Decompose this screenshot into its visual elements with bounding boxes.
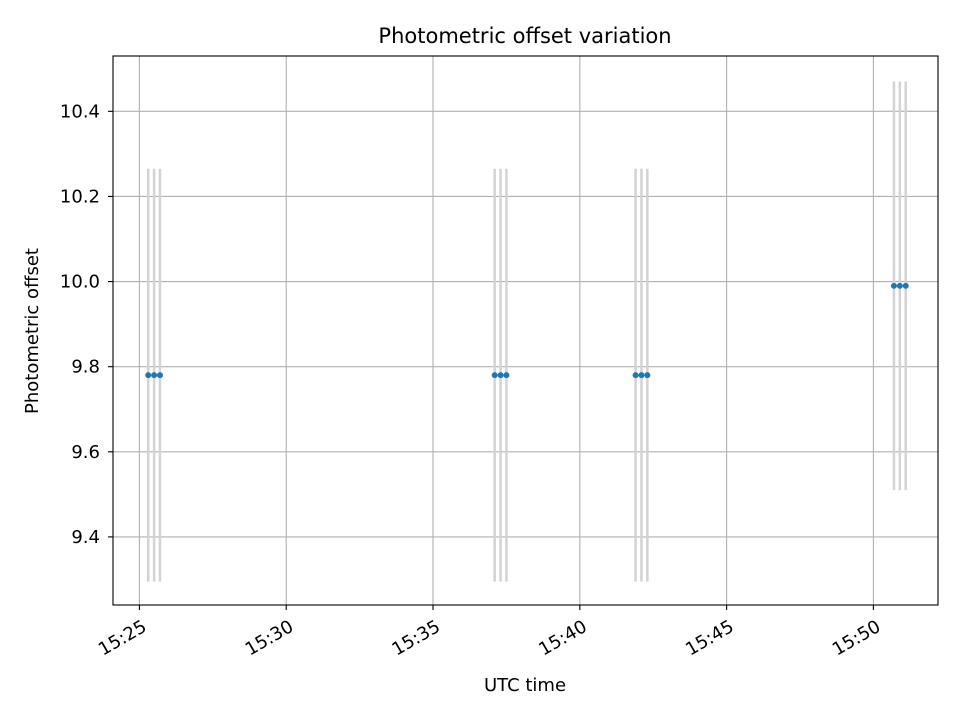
data-point (644, 372, 651, 379)
chart-title: Photometric offset variation (378, 24, 671, 48)
data-point (896, 282, 903, 289)
y-tick-label: 10.0 (60, 272, 100, 293)
data-point (632, 372, 639, 379)
data-point (151, 372, 158, 379)
y-tick-label: 9.6 (71, 442, 100, 463)
data-point (145, 372, 152, 379)
errorbar-layer (146, 81, 907, 582)
tick-layer: 15:25 15:30 15:35 15:40 15:45 15:50 9.4 9.6 9.8 1… (60, 101, 884, 660)
x-axis-label: UTC time (484, 675, 566, 696)
plot-frame (112, 55, 939, 606)
data-point (503, 372, 510, 379)
y-tick-label: 10.4 (60, 101, 100, 122)
y-tick-label: 10.2 (60, 186, 100, 207)
x-tick-label: 15:45 (682, 616, 737, 660)
data-point (497, 372, 504, 379)
data-point (890, 282, 897, 289)
data-point (491, 372, 498, 379)
y-tick-label: 9.4 (71, 527, 100, 548)
x-tick-label: 15:50 (829, 616, 884, 660)
data-point (902, 282, 909, 289)
y-tick-label: 9.8 (71, 357, 100, 378)
x-tick-label: 15:40 (535, 616, 590, 660)
data-point (638, 372, 645, 379)
x-tick-label: 15:35 (388, 616, 443, 660)
x-tick-label: 15:30 (242, 616, 297, 660)
point-layer (145, 282, 909, 379)
x-tick-label: 15:25 (95, 616, 150, 660)
data-point (156, 372, 163, 379)
y-axis-label: Photometric offset (22, 248, 43, 414)
grid-layer (113, 56, 938, 605)
